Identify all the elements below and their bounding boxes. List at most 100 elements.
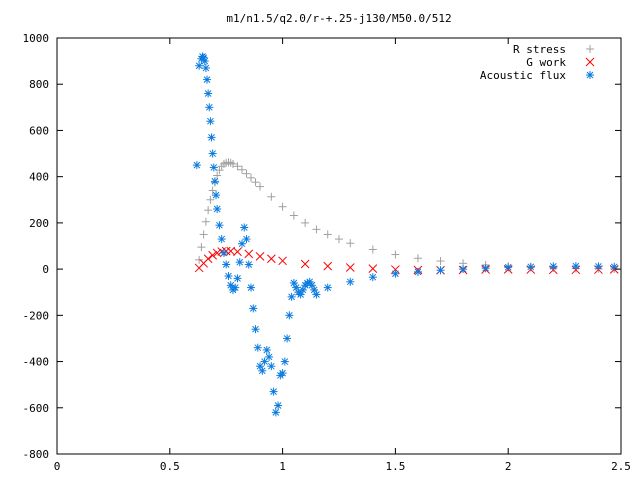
x-tick-label: 2.5 xyxy=(611,460,631,473)
data-point xyxy=(204,89,213,98)
data-point xyxy=(240,223,249,232)
data-point xyxy=(266,254,276,264)
data-point xyxy=(526,262,535,271)
y-tick-label: 200 xyxy=(29,217,49,230)
legend-label: G work xyxy=(526,56,566,69)
x-tick-label: 2 xyxy=(505,460,512,473)
data-point xyxy=(301,218,310,227)
data-point xyxy=(203,75,212,84)
data-point xyxy=(391,265,400,274)
data-point xyxy=(233,274,242,283)
data-point xyxy=(233,162,242,171)
data-point xyxy=(235,258,244,267)
data-point xyxy=(242,235,251,244)
data-point xyxy=(210,177,219,186)
data-point xyxy=(231,283,240,292)
data-point xyxy=(253,343,262,352)
data-point xyxy=(222,260,231,269)
data-point xyxy=(199,230,208,239)
y-tick-label: 400 xyxy=(29,171,49,184)
data-point xyxy=(269,387,278,396)
y-tick-label: 0 xyxy=(42,263,49,276)
data-point xyxy=(244,260,253,269)
data-point xyxy=(217,235,226,244)
data-point xyxy=(233,247,242,257)
data-point xyxy=(413,254,422,263)
data-point xyxy=(256,182,265,191)
data-point xyxy=(278,256,287,266)
legend-label: R stress xyxy=(513,43,566,56)
data-point xyxy=(262,346,271,354)
data-point xyxy=(203,254,213,264)
data-point xyxy=(224,272,233,281)
data-point xyxy=(274,401,283,410)
data-point xyxy=(242,169,251,178)
x-tick-label: 1 xyxy=(279,460,286,473)
data-point xyxy=(289,211,298,220)
data-point xyxy=(504,263,513,272)
data-point xyxy=(237,165,246,174)
data-point xyxy=(280,357,289,366)
data-point xyxy=(413,267,422,276)
y-tick-label: 1000 xyxy=(23,32,50,45)
chart-title: m1/n1.5/q2.0/r-+.25-j130/M50.0/512 xyxy=(226,12,451,25)
data-point xyxy=(244,249,254,259)
y-tick-label: -200 xyxy=(23,309,50,322)
data-point xyxy=(260,357,269,366)
y-tick-label: -800 xyxy=(23,448,50,461)
data-point xyxy=(209,163,218,172)
data-point xyxy=(368,264,378,274)
data-point xyxy=(204,206,213,215)
data-point xyxy=(251,325,260,334)
data-point xyxy=(312,290,321,299)
data-point xyxy=(287,292,296,301)
data-point xyxy=(346,277,355,286)
series-g-work xyxy=(194,246,619,275)
data-point xyxy=(208,250,218,260)
data-point xyxy=(459,265,468,274)
data-point xyxy=(285,311,294,320)
data-point xyxy=(368,273,377,282)
data-point xyxy=(345,263,355,272)
data-point xyxy=(368,245,377,254)
data-point xyxy=(258,366,267,375)
data-point xyxy=(200,57,209,66)
data-point xyxy=(436,266,445,275)
data-point xyxy=(278,202,287,211)
data-point xyxy=(323,230,332,239)
y-tick-label: -400 xyxy=(23,356,50,369)
data-point xyxy=(192,161,201,170)
data-point xyxy=(226,246,236,256)
data-point xyxy=(391,250,400,259)
data-point xyxy=(249,304,258,313)
data-point xyxy=(201,64,210,73)
data-point xyxy=(215,221,224,230)
y-tick-label: -600 xyxy=(23,402,50,415)
data-point xyxy=(278,369,287,378)
data-point xyxy=(213,205,222,214)
data-point xyxy=(213,171,222,180)
data-point xyxy=(195,61,204,70)
x-tick-label: 1.5 xyxy=(385,460,405,473)
data-point xyxy=(228,159,237,168)
data-point xyxy=(335,235,343,244)
y-tick-label: 800 xyxy=(29,78,49,91)
data-point xyxy=(197,243,206,252)
data-point xyxy=(391,269,400,278)
data-point xyxy=(265,352,274,361)
legend-marker xyxy=(586,71,594,79)
data-point xyxy=(255,252,265,261)
series-acoustic-flux xyxy=(192,52,619,417)
axes: 0 0.5 1 1.5 2 2.5 -800 -600 -400 -200 0 200 400 600 80… xyxy=(23,32,631,473)
plot-frame xyxy=(56,37,622,455)
data-point xyxy=(247,283,256,292)
legend-marker xyxy=(586,45,594,53)
x-tick-label: 0.5 xyxy=(160,460,180,473)
data-point xyxy=(195,255,204,264)
data-point xyxy=(251,178,260,187)
data-point xyxy=(481,264,490,273)
data-point xyxy=(205,103,214,112)
data-point xyxy=(346,239,355,248)
